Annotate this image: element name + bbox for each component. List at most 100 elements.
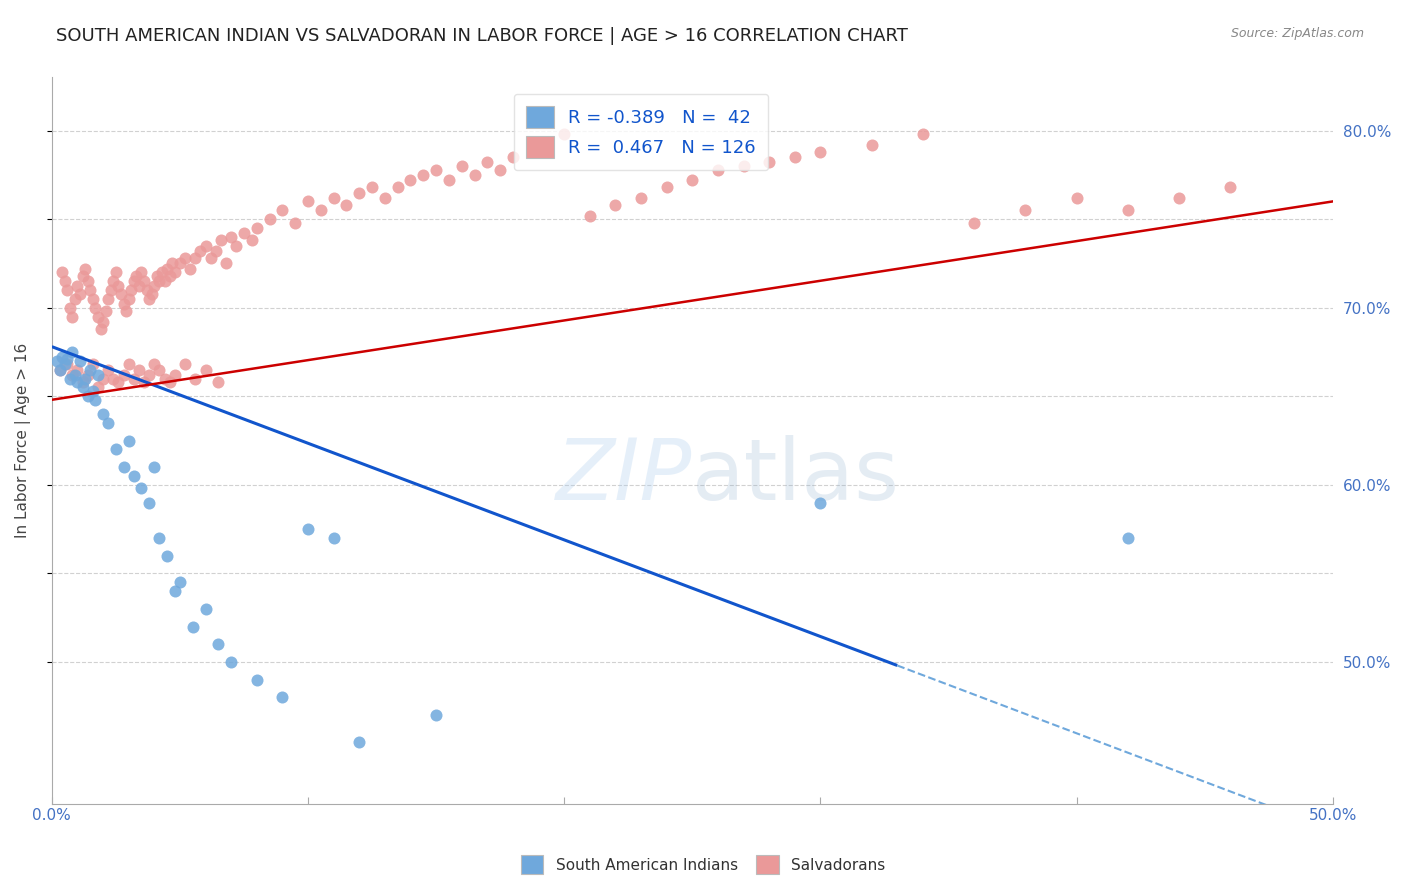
Point <box>107 279 129 293</box>
Point <box>132 375 155 389</box>
Point <box>412 168 434 182</box>
Point <box>59 301 82 315</box>
Point <box>94 304 117 318</box>
Point <box>174 251 197 265</box>
Point <box>76 274 98 288</box>
Point <box>156 549 179 563</box>
Point <box>425 162 447 177</box>
Point <box>322 531 344 545</box>
Legend: R = -0.389   N =  42, R =  0.467   N = 126: R = -0.389 N = 42, R = 0.467 N = 126 <box>513 94 768 170</box>
Point <box>66 375 89 389</box>
Point <box>207 637 229 651</box>
Point <box>399 173 422 187</box>
Point <box>91 371 114 385</box>
Point <box>681 173 703 187</box>
Point <box>1219 180 1241 194</box>
Point <box>69 286 91 301</box>
Point <box>1066 191 1088 205</box>
Point <box>489 162 512 177</box>
Point <box>1168 191 1191 205</box>
Y-axis label: In Labor Force | Age > 16: In Labor Force | Age > 16 <box>15 343 31 538</box>
Point <box>100 283 122 297</box>
Point <box>733 159 755 173</box>
Point <box>215 256 238 270</box>
Point <box>128 279 150 293</box>
Point <box>1116 203 1139 218</box>
Point <box>53 357 76 371</box>
Point <box>53 274 76 288</box>
Point <box>112 460 135 475</box>
Point <box>63 368 86 382</box>
Point <box>75 371 97 385</box>
Point <box>204 244 226 258</box>
Point <box>76 389 98 403</box>
Point <box>104 442 127 457</box>
Point <box>51 265 73 279</box>
Point <box>184 251 207 265</box>
Point <box>131 265 153 279</box>
Point <box>72 268 94 283</box>
Point <box>190 244 212 258</box>
Point <box>464 168 486 182</box>
Point <box>707 162 730 177</box>
Point <box>194 362 217 376</box>
Point <box>297 194 319 209</box>
Point <box>143 279 166 293</box>
Text: Source: ZipAtlas.com: Source: ZipAtlas.com <box>1230 27 1364 40</box>
Point <box>502 150 524 164</box>
Point <box>259 212 281 227</box>
Point <box>103 371 125 385</box>
Point <box>271 203 294 218</box>
Point <box>150 265 173 279</box>
Point <box>240 233 263 247</box>
Point <box>219 230 242 244</box>
Point <box>184 371 207 385</box>
Point <box>349 186 371 200</box>
Point <box>60 310 83 324</box>
Point <box>219 655 242 669</box>
Point <box>51 351 73 365</box>
Point <box>118 357 141 371</box>
Point <box>271 690 294 705</box>
Point <box>141 286 163 301</box>
Point <box>66 362 89 376</box>
Point <box>605 198 627 212</box>
Point <box>911 127 934 141</box>
Text: SOUTH AMERICAN INDIAN VS SALVADORAN IN LABOR FORCE | AGE > 16 CORRELATION CHART: SOUTH AMERICAN INDIAN VS SALVADORAN IN L… <box>56 27 908 45</box>
Point <box>79 362 101 376</box>
Point <box>163 265 186 279</box>
Point <box>200 251 222 265</box>
Point <box>82 292 104 306</box>
Point <box>97 362 120 376</box>
Point <box>153 371 176 385</box>
Point <box>91 407 114 421</box>
Point <box>138 292 160 306</box>
Point <box>135 283 157 297</box>
Text: ZIP: ZIP <box>555 435 692 518</box>
Point <box>163 368 186 382</box>
Point <box>84 392 107 407</box>
Point <box>84 301 107 315</box>
Point <box>56 352 79 367</box>
Point <box>132 274 155 288</box>
Point <box>60 368 83 382</box>
Point <box>131 481 153 495</box>
Point <box>138 368 160 382</box>
Point <box>156 261 179 276</box>
Point <box>225 238 247 252</box>
Point <box>76 368 98 382</box>
Point <box>437 173 460 187</box>
Point <box>207 375 229 389</box>
Point <box>425 708 447 723</box>
Point <box>309 203 332 218</box>
Point <box>72 375 94 389</box>
Point <box>322 191 344 205</box>
Point <box>148 274 170 288</box>
Point <box>115 304 138 318</box>
Point <box>143 357 166 371</box>
Point <box>758 155 780 169</box>
Point <box>56 357 79 371</box>
Point <box>284 216 307 230</box>
Point <box>48 362 70 376</box>
Point <box>162 256 184 270</box>
